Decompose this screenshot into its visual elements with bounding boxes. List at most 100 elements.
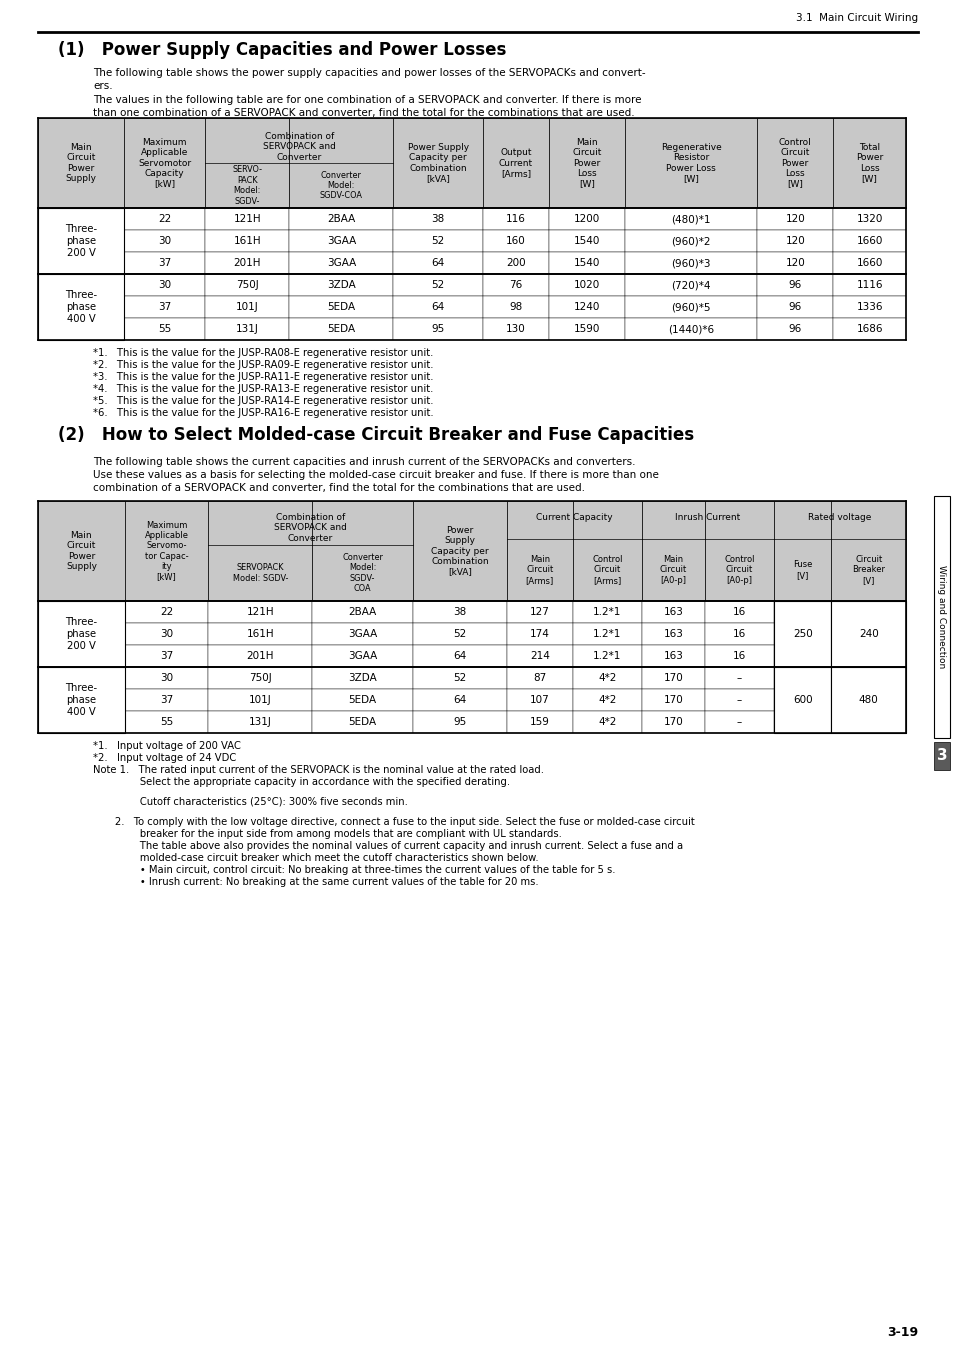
Bar	[413, 501, 506, 601]
Bar	[125, 501, 208, 601]
Text: 120: 120	[784, 258, 804, 269]
Text: SERVO-
PACK
Model:
SGDV-: SERVO- PACK Model: SGDV-	[232, 166, 262, 205]
Bar	[624, 319, 757, 340]
Text: 30: 30	[160, 674, 172, 683]
Text: 30: 30	[158, 236, 171, 246]
Text: 3.1  Main Circuit Wiring: 3.1 Main Circuit Wiring	[795, 14, 917, 23]
Text: 37: 37	[157, 302, 171, 312]
Text: 1590: 1590	[573, 324, 599, 333]
Text: 3: 3	[936, 748, 946, 764]
Text: 107: 107	[529, 695, 549, 705]
Text: 131J: 131J	[249, 717, 272, 728]
Bar	[38, 274, 124, 340]
Bar	[572, 645, 641, 667]
Bar	[641, 667, 704, 688]
Text: –: –	[736, 674, 741, 683]
Text: than one combination of a SERVOPACK and converter, find the total for the combin: than one combination of a SERVOPACK and …	[92, 108, 634, 117]
Bar	[572, 688, 641, 711]
Text: 1320: 1320	[856, 215, 882, 224]
Bar	[312, 688, 413, 711]
Text: 4*2: 4*2	[598, 695, 616, 705]
Bar	[312, 667, 413, 688]
Bar	[506, 501, 572, 601]
Bar	[641, 601, 704, 622]
Text: molded-case circuit breaker which meet the cutoff characteristics shown below.: molded-case circuit breaker which meet t…	[92, 853, 538, 863]
Bar	[208, 645, 312, 667]
Text: (960)*3: (960)*3	[671, 258, 710, 269]
Text: 127: 127	[529, 608, 549, 617]
Bar	[830, 667, 905, 733]
Text: 120: 120	[784, 215, 804, 224]
Text: 16: 16	[732, 629, 745, 639]
Bar	[413, 688, 506, 711]
Text: 101J: 101J	[249, 695, 272, 705]
Bar	[773, 501, 830, 601]
Text: 1660: 1660	[856, 236, 882, 246]
Bar	[773, 667, 830, 733]
Text: Main
Circuit
Power
Loss
[W]: Main Circuit Power Loss [W]	[572, 138, 601, 188]
Bar	[393, 117, 482, 208]
Text: 1686: 1686	[856, 324, 882, 333]
Text: 5EDA: 5EDA	[327, 324, 355, 333]
Bar	[506, 688, 572, 711]
Bar	[548, 319, 624, 340]
Text: 170: 170	[662, 674, 682, 683]
Text: Main
Circuit
Power
Supply: Main Circuit Power Supply	[66, 143, 96, 184]
Bar	[830, 601, 905, 667]
Text: 1020: 1020	[573, 279, 599, 290]
Bar	[832, 208, 905, 230]
Bar	[125, 622, 208, 645]
Text: Three-
phase
400 V: Three- phase 400 V	[65, 683, 97, 717]
Text: 160: 160	[505, 236, 525, 246]
Text: *3.   This is the value for the JUSP-RA11-E regenerative resistor unit.: *3. This is the value for the JUSP-RA11-…	[92, 373, 433, 382]
Text: 1540: 1540	[573, 258, 599, 269]
Bar	[624, 296, 757, 319]
Bar	[548, 208, 624, 230]
Text: 1200: 1200	[573, 215, 599, 224]
Bar	[482, 117, 548, 208]
Bar	[312, 711, 413, 733]
Bar	[289, 319, 393, 340]
Bar	[704, 622, 773, 645]
Bar	[38, 601, 125, 667]
Text: 38: 38	[453, 608, 466, 617]
Bar	[312, 601, 413, 622]
Bar	[289, 117, 393, 208]
Text: (720)*4: (720)*4	[671, 279, 710, 290]
Bar	[413, 711, 506, 733]
Text: 30: 30	[158, 279, 171, 290]
Text: Fuse
[V]: Fuse [V]	[792, 560, 812, 579]
Text: 52: 52	[453, 674, 466, 683]
Text: 52: 52	[431, 236, 444, 246]
Bar	[757, 252, 832, 274]
Bar	[773, 601, 830, 667]
Text: 22: 22	[160, 608, 172, 617]
Bar	[482, 252, 548, 274]
Bar	[289, 274, 393, 296]
Text: The table above also provides the nominal values of current capacity and inrush : The table above also provides the nomina…	[92, 841, 682, 850]
Bar	[289, 296, 393, 319]
Bar	[757, 117, 832, 208]
Bar	[548, 117, 624, 208]
Text: 64: 64	[431, 302, 444, 312]
Text: 87: 87	[533, 674, 546, 683]
Bar	[205, 230, 289, 252]
Text: • Main circuit, control circuit: No breaking at three-times the current values o: • Main circuit, control circuit: No brea…	[92, 865, 615, 875]
Text: 3GAA: 3GAA	[348, 651, 376, 661]
Bar	[125, 645, 208, 667]
Bar	[572, 711, 641, 733]
Bar	[125, 711, 208, 733]
Text: Three-
phase
400 V: Three- phase 400 V	[65, 290, 97, 324]
Text: The following table shows the current capacities and inrush current of the SERVO: The following table shows the current ca…	[92, 458, 635, 467]
Text: Control
Circuit
[A0-p]: Control Circuit [A0-p]	[723, 555, 754, 585]
Bar	[205, 252, 289, 274]
Bar	[393, 274, 482, 296]
Bar	[413, 622, 506, 645]
Bar	[641, 688, 704, 711]
Text: *1.   This is the value for the JUSP-RA08-E regenerative resistor unit.: *1. This is the value for the JUSP-RA08-…	[92, 348, 433, 358]
Bar	[933, 495, 949, 738]
Text: Main
Circuit
[Arms]: Main Circuit [Arms]	[525, 555, 554, 585]
Bar	[832, 319, 905, 340]
Text: 174: 174	[529, 629, 549, 639]
Text: Converter
Model:
SGDV-COA: Converter Model: SGDV-COA	[319, 170, 362, 200]
